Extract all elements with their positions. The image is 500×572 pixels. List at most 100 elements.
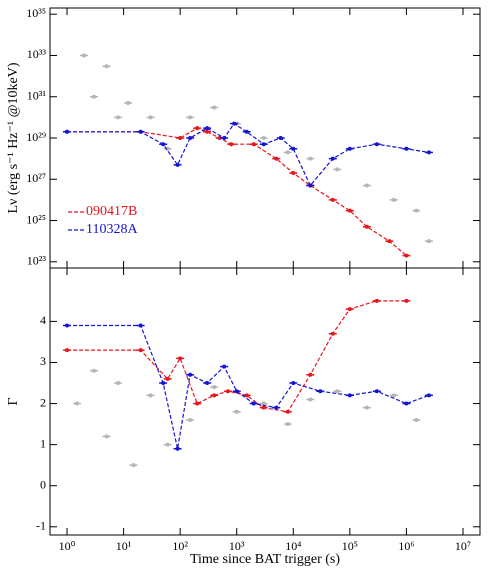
data-point — [404, 253, 409, 258]
data-point — [131, 463, 136, 468]
data-point — [404, 146, 409, 151]
x-tick-label: 10² — [172, 539, 188, 553]
data-point — [308, 183, 313, 188]
series-line — [67, 300, 407, 413]
y-tick-label: 10³³ — [27, 47, 47, 61]
y-tick-label: 10²⁹ — [26, 130, 46, 144]
data-point — [217, 136, 222, 140]
y-tick-label: 0 — [40, 477, 46, 491]
data-point — [278, 136, 283, 140]
data-point — [161, 381, 166, 386]
data-point — [285, 150, 290, 155]
data-point — [175, 446, 180, 451]
data-point — [165, 442, 170, 447]
data-point — [426, 393, 431, 398]
data-point — [291, 146, 296, 151]
data-point — [285, 409, 290, 414]
data-point — [65, 348, 70, 353]
y-tick-label: 10³⁵ — [26, 6, 46, 20]
y-tick-label: 10²⁵ — [26, 212, 46, 226]
x-tick-label: 10¹ — [116, 539, 132, 553]
data-point — [195, 126, 200, 131]
data-point — [212, 393, 217, 398]
data-point — [205, 381, 210, 386]
data-point — [261, 401, 266, 406]
data-point — [148, 393, 153, 398]
data-point — [330, 156, 335, 161]
y-tick-label: 10³¹ — [27, 88, 47, 102]
data-point — [165, 376, 170, 381]
x-tick-label: 10³ — [229, 539, 245, 553]
data-point — [335, 389, 340, 394]
data-point — [222, 136, 227, 140]
data-point — [308, 397, 313, 402]
x-axis-label: Time since BAT trigger (s) — [190, 552, 340, 567]
series-line — [67, 127, 407, 257]
plot-frame — [49, 267, 481, 536]
data-point — [274, 156, 279, 161]
data-point — [92, 94, 97, 99]
x-tick-label: 10⁰ — [59, 539, 76, 553]
x-tick-label: 10⁷ — [455, 539, 471, 553]
data-point — [65, 129, 70, 134]
data-point — [274, 405, 279, 410]
data-point — [205, 126, 210, 131]
data-point — [308, 156, 313, 161]
data-point — [414, 208, 419, 213]
data-point — [65, 323, 70, 328]
data-point — [374, 389, 379, 394]
data-point — [195, 401, 200, 406]
series-line — [67, 324, 430, 449]
data-point — [318, 389, 323, 394]
data-point — [391, 393, 396, 398]
data-point — [138, 323, 143, 328]
data-point — [426, 239, 431, 244]
data-point — [178, 136, 183, 140]
data-point — [251, 401, 256, 406]
data-point — [126, 100, 131, 105]
legend-label: 090417B — [86, 204, 137, 219]
data-point — [374, 142, 379, 147]
legend-label: 110328A — [86, 222, 138, 237]
data-point — [104, 64, 109, 69]
y-tick-label: 10²³ — [27, 254, 47, 268]
data-point — [138, 348, 143, 353]
data-point — [116, 381, 121, 386]
data-point — [391, 197, 396, 202]
data-point — [387, 239, 392, 244]
data-point — [232, 121, 237, 126]
data-point — [234, 409, 239, 414]
y-axis-label: Lν (erg s⁻¹ Hz⁻¹ @10keV) — [6, 62, 21, 213]
x-tick-label: 10⁵ — [342, 539, 358, 553]
y-tick-label: 2 — [40, 395, 46, 409]
x-tick-label: 10⁶ — [398, 539, 414, 553]
data-point — [188, 136, 193, 140]
y-tick-label: 10²⁷ — [26, 171, 46, 185]
data-point — [74, 401, 79, 406]
data-point — [116, 115, 121, 120]
data-point — [335, 167, 340, 172]
data-point — [291, 381, 296, 386]
data-point — [161, 142, 166, 147]
data-point — [138, 129, 143, 134]
data-point — [347, 146, 352, 151]
x-tick-label: 10⁴ — [285, 539, 301, 553]
data-point — [364, 183, 369, 188]
data-point — [205, 129, 210, 134]
data-point — [188, 417, 193, 422]
data-point — [175, 162, 180, 167]
data-point — [212, 105, 217, 110]
data-point — [308, 372, 313, 377]
series-line — [67, 122, 430, 187]
data-point — [225, 389, 230, 394]
data-point — [82, 53, 87, 58]
data-point — [347, 393, 352, 398]
y-axis-label: Γ — [6, 397, 21, 405]
data-point — [414, 417, 419, 422]
data-point — [244, 393, 249, 398]
data-point — [330, 331, 335, 336]
data-point — [148, 115, 153, 120]
data-point — [261, 136, 266, 140]
data-point — [364, 224, 369, 229]
